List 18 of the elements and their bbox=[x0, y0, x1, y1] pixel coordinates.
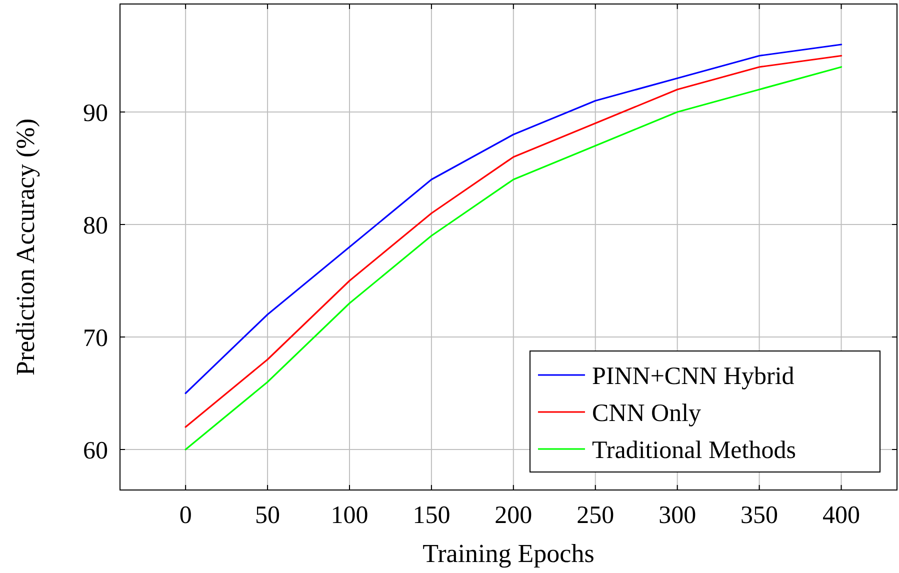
legend-label: PINN+CNN Hybrid bbox=[592, 362, 795, 390]
y-tick-label: 90 bbox=[83, 100, 108, 127]
x-tick-label: 150 bbox=[412, 502, 450, 529]
legend-label: Traditional Methods bbox=[592, 436, 796, 464]
legend-label: CNN Only bbox=[592, 400, 702, 427]
x-tick-label: 350 bbox=[740, 502, 778, 529]
x-tick-label: 400 bbox=[822, 502, 860, 529]
y-tick-label: 70 bbox=[83, 324, 108, 352]
y-tick-label: 60 bbox=[83, 437, 108, 464]
y-axis-title: Prediction Accuracy (%) bbox=[11, 118, 40, 376]
x-axis-title: Training Epochs bbox=[422, 539, 594, 568]
x-tick-label: 300 bbox=[658, 502, 696, 529]
x-tick-label: 250 bbox=[576, 502, 614, 529]
x-tick-label: 100 bbox=[330, 502, 368, 529]
x-tick-label: 50 bbox=[255, 502, 280, 529]
x-tick-label: 0 bbox=[179, 502, 192, 529]
x-tick-label: 200 bbox=[494, 502, 532, 529]
y-tick-label: 80 bbox=[83, 212, 108, 240]
